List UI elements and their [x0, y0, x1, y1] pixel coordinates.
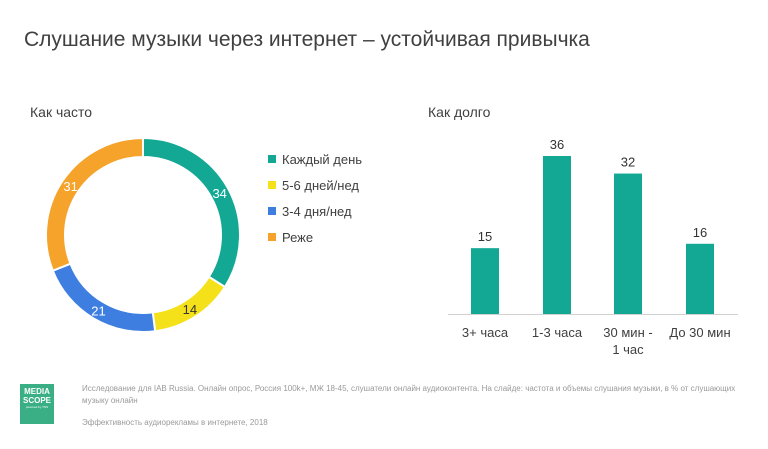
bar-3	[614, 173, 642, 314]
bar-x-label: 1-3 часа	[512, 324, 602, 341]
legend-swatch	[268, 207, 276, 215]
legend-label: Реже	[282, 229, 314, 245]
donut-data-label: 21	[91, 303, 105, 318]
legend-label: Каждый день	[282, 151, 363, 167]
bar-data-label: 15	[478, 229, 492, 244]
bar-data-label: 32	[621, 155, 635, 170]
bar-2	[543, 156, 571, 314]
donut-data-label: 14	[183, 302, 197, 317]
bar-4	[686, 243, 714, 314]
legend-label: 3-4 дня/нед	[282, 203, 352, 219]
donut-chart-title: Как часто	[30, 104, 93, 120]
bar-data-label: 36	[550, 137, 564, 152]
logo-line: MEDIA	[24, 387, 50, 396]
bar-x-label: До 30 мин	[655, 324, 745, 341]
footer-source: Эффективность аудиорекламы в интернете, …	[82, 418, 268, 427]
logo-line: SCOPE	[22, 396, 51, 405]
bar-x-label-line: 3+ часа	[461, 325, 509, 340]
legend-swatch	[268, 181, 276, 189]
legend-item-three-four: 3-4 дня/нед	[268, 198, 362, 224]
bar-1	[471, 248, 499, 314]
legend-label: 5-6 дней/нед	[282, 177, 359, 193]
mediascope-logo: MEDIA SCOPE powered by TNS	[20, 384, 54, 424]
legend-item-five-six: 5-6 дней/нед	[268, 172, 362, 198]
donut-data-label: 31	[63, 179, 77, 194]
bar-x-label-line: 1 час	[612, 342, 644, 357]
legend-item-daily: Каждый день	[268, 146, 362, 172]
bar-x-label: 3+ часа	[440, 324, 530, 341]
logo-tagline: powered by TNS	[25, 405, 49, 409]
bar-x-label-line: 1-3 часа	[531, 325, 583, 340]
slide-title: Слушание музыки через интернет – устойчи…	[24, 28, 590, 51]
bar-x-label-line: До 30 мин	[669, 325, 731, 340]
legend-item-rarely: Реже	[268, 224, 362, 250]
footnote: Исследование для IAB Russia. Онлайн опро…	[82, 384, 736, 405]
donut-data-label: 34	[212, 186, 226, 201]
bar-data-label: 16	[693, 225, 707, 240]
legend-swatch	[268, 233, 276, 241]
bar-x-label-line: 30 мин -	[603, 325, 653, 340]
donut-slice-rarely	[45, 136, 144, 273]
bar-x-label: 30 мин - 1 час	[583, 324, 673, 358]
donut-legend: Каждый день 5-6 дней/нед 3-4 дня/нед Реж…	[268, 146, 362, 250]
bar-chart-title: Как долго	[428, 104, 491, 120]
legend-swatch	[268, 155, 276, 163]
